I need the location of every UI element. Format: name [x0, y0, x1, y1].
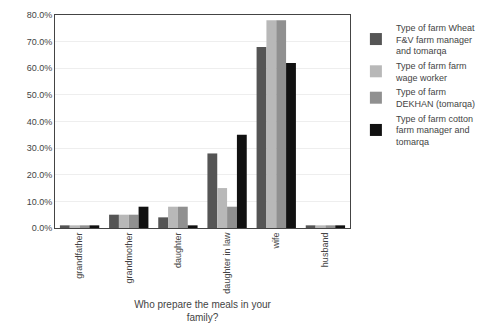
- svg-text:grandmother: grandmother: [124, 233, 134, 284]
- svg-text:30.0%: 30.0%: [27, 143, 53, 153]
- svg-text:60.0%: 60.0%: [27, 63, 53, 73]
- svg-text:husband: husband: [320, 233, 330, 268]
- svg-text:Type of farm WheatF&V farm man: Type of farm WheatF&V farm managerand to…: [396, 23, 475, 56]
- svg-text:10.0%: 10.0%: [27, 197, 53, 207]
- svg-text:Who prepare the meals in yourf: Who prepare the meals in yourfamily?: [134, 299, 271, 323]
- svg-text:20.0%: 20.0%: [27, 170, 53, 180]
- svg-text:daughter in law: daughter in law: [222, 232, 232, 294]
- svg-text:grandfather: grandfather: [75, 233, 85, 279]
- svg-text:daughter: daughter: [173, 233, 183, 269]
- svg-text:70.0%: 70.0%: [27, 37, 53, 47]
- svg-text:Type of farm cottonfarm manage: Type of farm cottonfarm manager andtomar…: [396, 114, 473, 147]
- svg-text:40.0%: 40.0%: [27, 117, 53, 127]
- svg-text:Type of farm farmwage worker: Type of farm farmwage worker: [395, 61, 467, 83]
- svg-text:Type of farmDEKHAN (tomarqa): Type of farmDEKHAN (tomarqa): [396, 87, 475, 109]
- svg-text:50.0%: 50.0%: [27, 90, 53, 100]
- svg-text:wife: wife: [271, 233, 281, 250]
- svg-text:80.0%: 80.0%: [27, 10, 53, 20]
- svg-text:0.0%: 0.0%: [32, 223, 53, 233]
